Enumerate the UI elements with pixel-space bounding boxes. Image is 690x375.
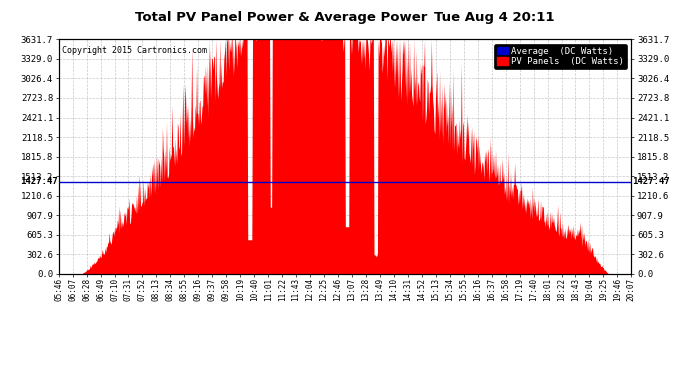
Text: Copyright 2015 Cartronics.com: Copyright 2015 Cartronics.com	[61, 46, 206, 56]
Legend: Average  (DC Watts), PV Panels  (DC Watts): Average (DC Watts), PV Panels (DC Watts)	[494, 44, 627, 69]
Text: Total PV Panel Power & Average Power Tue Aug 4 20:11: Total PV Panel Power & Average Power Tue…	[135, 11, 555, 24]
Text: 1427.47: 1427.47	[632, 177, 669, 186]
Text: 1427.47: 1427.47	[21, 177, 58, 186]
